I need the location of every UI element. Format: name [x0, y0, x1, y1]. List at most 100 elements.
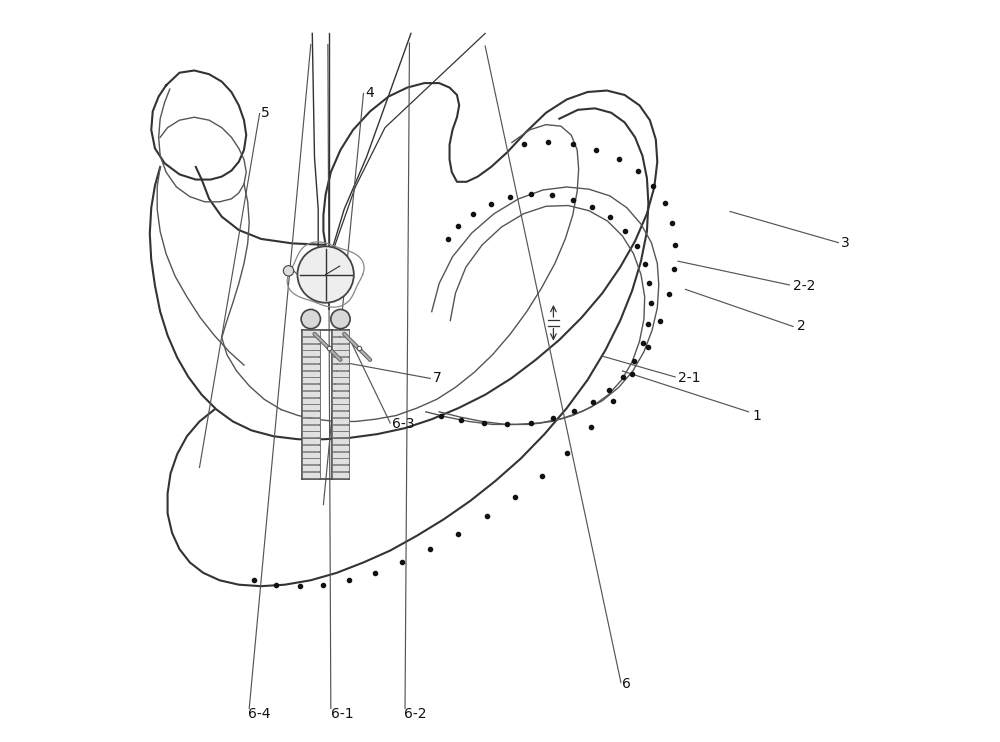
Bar [332, 472, 349, 478]
Point [246, 574, 262, 586]
Bar [332, 411, 349, 417]
Bar [302, 337, 320, 343]
Bar [302, 465, 320, 471]
Bar [302, 445, 320, 451]
Point [661, 288, 677, 300]
Point [566, 405, 582, 417]
Point [516, 138, 532, 150]
Point [367, 567, 383, 579]
Text: 5: 5 [261, 106, 270, 119]
Point [585, 396, 601, 408]
Text: 7: 7 [433, 372, 442, 385]
Point [450, 528, 466, 540]
Point [601, 384, 617, 396]
Bar [332, 418, 349, 424]
Point [394, 556, 410, 568]
Point [617, 225, 633, 237]
Bar [302, 404, 320, 410]
Point [268, 579, 284, 591]
Point [351, 342, 367, 354]
Circle shape [283, 266, 294, 276]
Point [641, 278, 657, 289]
Bar [332, 378, 349, 384]
Point [615, 371, 631, 383]
Point [640, 341, 656, 353]
Point [341, 574, 357, 586]
Bar [302, 411, 320, 417]
Point [652, 315, 668, 326]
Bar [332, 371, 349, 377]
Bar [302, 371, 320, 377]
Bar [332, 404, 349, 410]
Point [626, 355, 642, 367]
Text: 4: 4 [365, 86, 374, 99]
Point [664, 217, 680, 229]
Bar [332, 350, 349, 356]
Bar [302, 378, 320, 384]
Point [605, 395, 621, 407]
Bar [302, 472, 320, 478]
Point [565, 194, 581, 206]
Point [465, 208, 481, 220]
Point [588, 144, 604, 156]
Bar [332, 459, 349, 464]
Bar [302, 439, 320, 444]
Point [602, 211, 618, 223]
Point [433, 410, 449, 421]
Point [479, 510, 495, 522]
Text: 6-4: 6-4 [248, 707, 270, 720]
Point [645, 180, 661, 191]
Bar [332, 344, 349, 349]
Bar [332, 330, 349, 336]
Point [540, 137, 556, 148]
Bar [332, 439, 349, 444]
Point [476, 417, 492, 429]
Bar [332, 465, 349, 471]
Bar [302, 398, 320, 404]
Bar [302, 357, 320, 363]
Bar [302, 452, 320, 458]
Point [453, 414, 469, 426]
Text: 6-3: 6-3 [392, 418, 415, 431]
Point [559, 447, 575, 459]
Bar [332, 364, 349, 370]
Point [584, 201, 600, 213]
Circle shape [331, 309, 350, 329]
Bar [332, 391, 349, 397]
Point [483, 198, 499, 210]
Bar [302, 418, 320, 424]
Bar [332, 431, 349, 437]
Point [666, 263, 682, 275]
Point [630, 165, 646, 177]
Point [499, 418, 515, 430]
Bar [332, 337, 349, 343]
Point [315, 579, 331, 591]
Point [640, 318, 656, 329]
Text: 1: 1 [752, 409, 761, 422]
Point [450, 220, 466, 232]
Bar [302, 459, 320, 464]
Point [611, 153, 627, 165]
Point [507, 491, 523, 503]
Text: 6-1: 6-1 [331, 707, 353, 720]
Bar [302, 424, 320, 430]
Bar [302, 391, 320, 397]
Point [422, 543, 438, 555]
Point [534, 470, 550, 482]
Bar [302, 344, 320, 349]
Bar [302, 364, 320, 370]
Point [667, 239, 683, 251]
Bar [332, 424, 349, 430]
Point [635, 337, 651, 349]
Point [629, 240, 645, 252]
Point [624, 368, 640, 380]
Point [583, 421, 599, 433]
Point [523, 188, 539, 200]
Bar [302, 350, 320, 356]
Point [643, 298, 659, 309]
Text: 2-2: 2-2 [793, 279, 815, 292]
Circle shape [301, 309, 320, 329]
Circle shape [297, 246, 354, 303]
Point [544, 189, 560, 201]
Bar [302, 330, 320, 336]
